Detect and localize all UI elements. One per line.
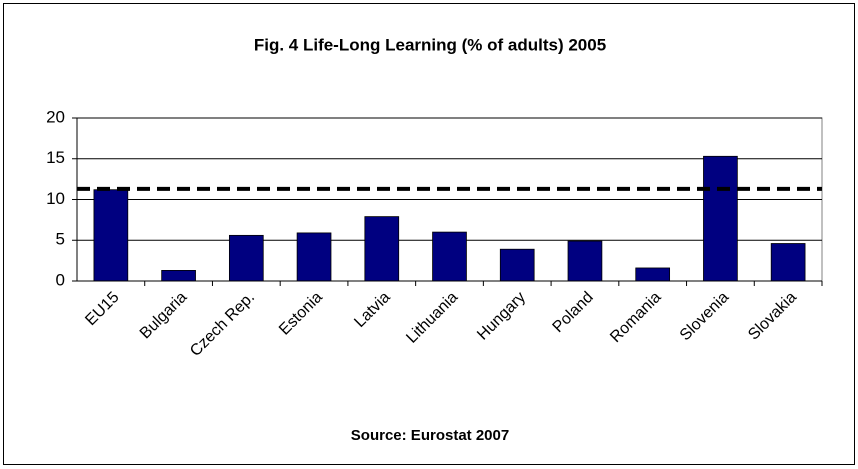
y-tick-label: 0 — [56, 270, 65, 289]
bar — [432, 231, 467, 282]
source-note: Source: Eurostat 2007 — [351, 427, 509, 444]
bar — [161, 270, 196, 282]
bar — [567, 240, 603, 282]
bar — [296, 232, 332, 282]
bar — [770, 243, 806, 282]
bar — [364, 216, 400, 282]
y-tick-label: 5 — [56, 230, 65, 249]
y-tick-label: 20 — [46, 107, 65, 126]
y-tick-label: 15 — [46, 148, 65, 167]
bar — [635, 267, 671, 282]
bar — [228, 234, 264, 282]
bar — [703, 155, 738, 282]
y-tick-label: 10 — [46, 189, 65, 208]
bar — [499, 248, 535, 282]
chart-title: Fig. 4 Life-Long Learning (% of adults) … — [254, 35, 606, 54]
bar — [93, 189, 129, 282]
